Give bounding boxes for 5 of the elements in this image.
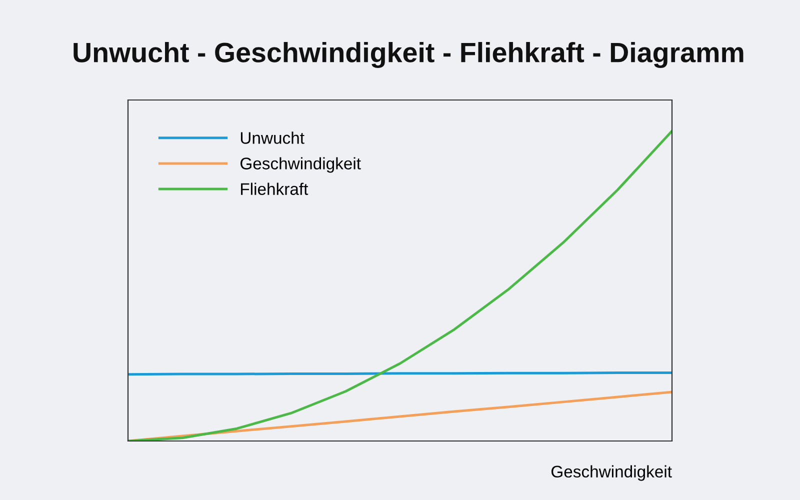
legend-label: Fliehkraft <box>241 182 308 195</box>
x-axis-title: Geschwindigkeit <box>551 465 672 481</box>
chart-title: Unwucht - Geschwindigkeit - Fliehkraft - Diagramm <box>74 42 744 68</box>
legend-label: Unwucht <box>240 132 304 144</box>
legend-label: Geschwindigkeit <box>240 157 361 173</box>
